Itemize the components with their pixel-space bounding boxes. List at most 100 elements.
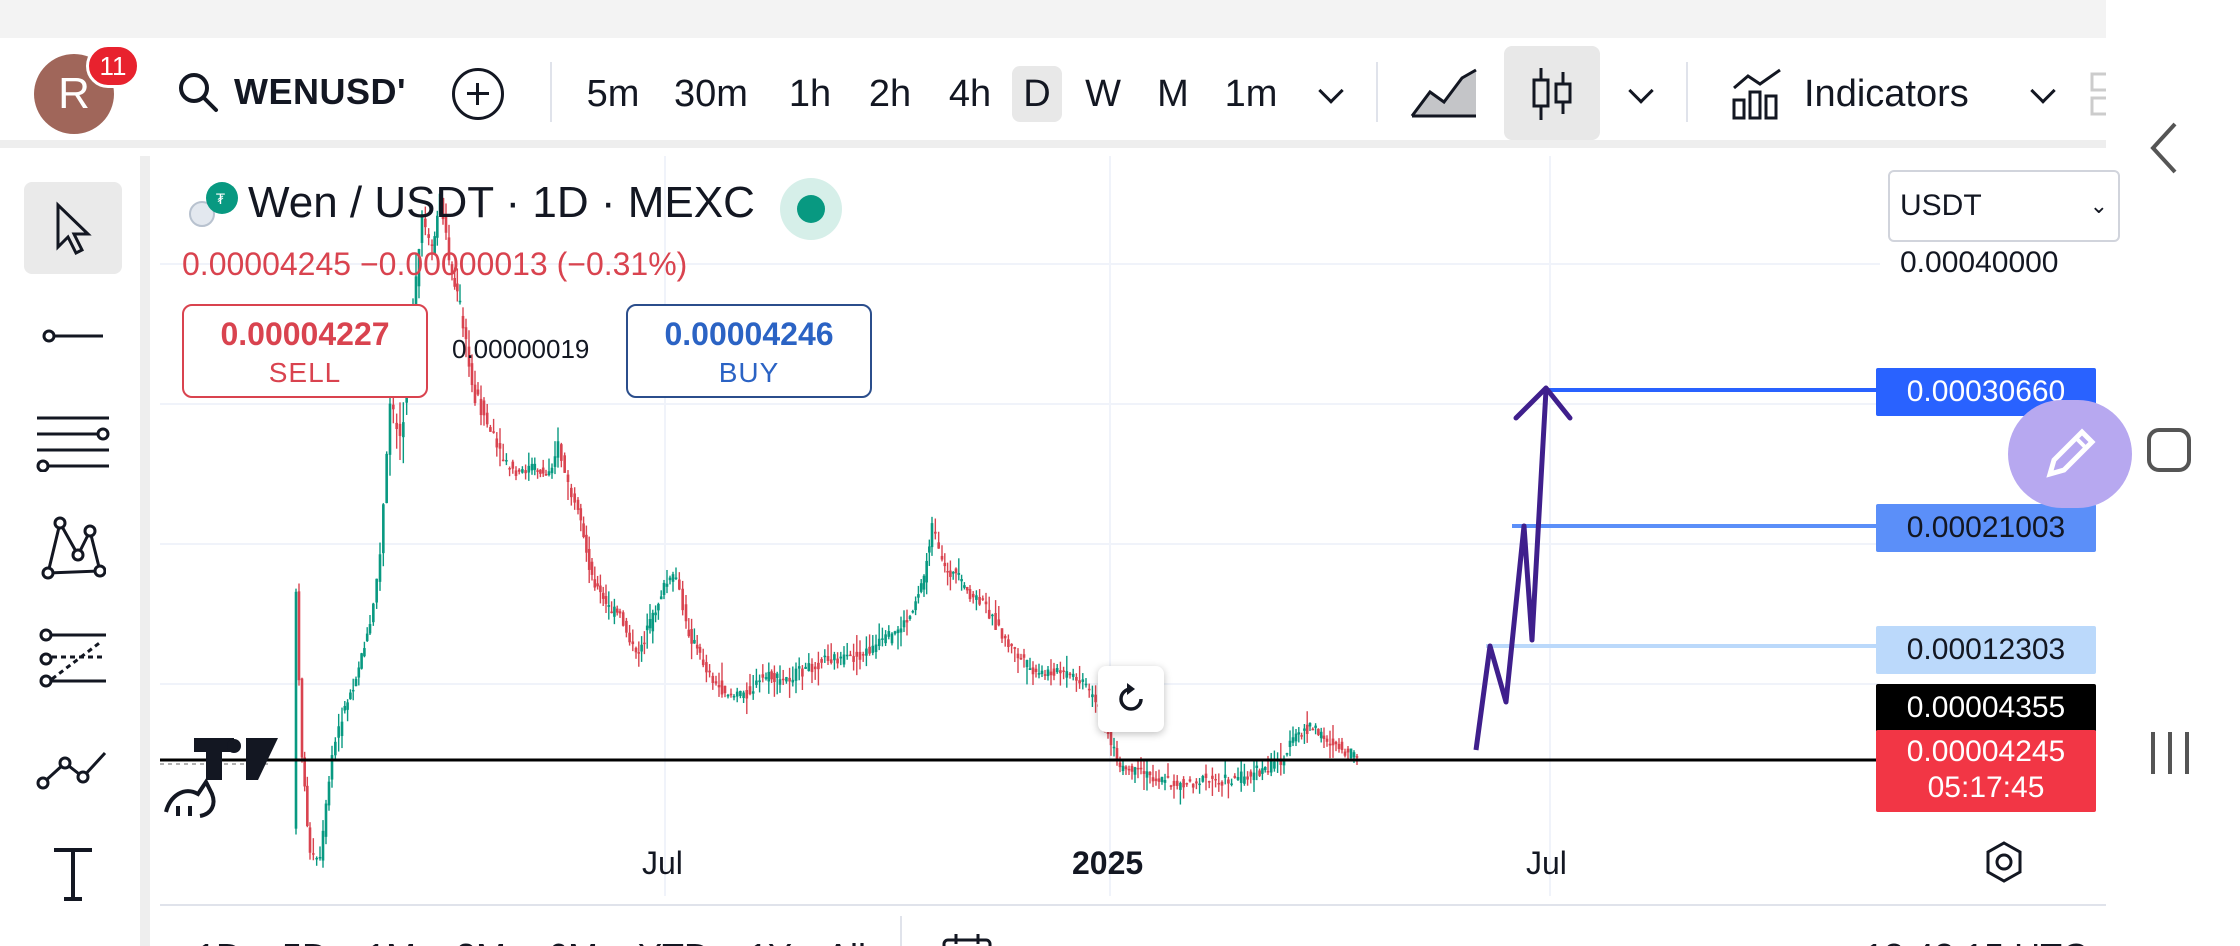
range-ytd[interactable]: YTD — [638, 936, 710, 946]
pattern-tool[interactable] — [24, 502, 122, 594]
interval-2h[interactable]: 2h — [868, 73, 912, 115]
candle-body — [456, 283, 459, 292]
candle-body — [447, 237, 451, 261]
candle-body — [414, 276, 418, 326]
candle-body — [1145, 771, 1149, 778]
back-icon[interactable] — [2145, 120, 2185, 176]
range-1y[interactable]: 1Y — [748, 936, 792, 946]
recents-icon[interactable] — [2145, 728, 2195, 778]
range-1m[interactable]: 1M — [366, 936, 416, 946]
fib-retracement-tool[interactable] — [24, 396, 122, 488]
candle-body — [1308, 722, 1312, 727]
candle-body — [1317, 728, 1320, 735]
candle-body — [991, 614, 994, 617]
candle-body — [829, 659, 833, 663]
price-label-last: 0.00004245 05:17:45 — [1876, 730, 2096, 812]
range-all[interactable]: All — [826, 936, 866, 946]
candle-body — [657, 603, 660, 611]
interval-1d[interactable]: D — [1012, 66, 1062, 122]
currency-select[interactable]: USDT ⌄ — [1888, 170, 2120, 242]
interval-1h[interactable]: 1h — [788, 73, 832, 115]
home-icon[interactable] — [2145, 426, 2193, 474]
candle-body — [917, 594, 920, 598]
search-icon — [179, 73, 218, 112]
candle-body — [1115, 748, 1119, 761]
candle-body — [717, 685, 721, 688]
candle-body — [1288, 740, 1292, 748]
cursor-tool[interactable] — [24, 182, 122, 274]
drawing-fab[interactable] — [2008, 400, 2132, 508]
candle-body — [1285, 753, 1289, 755]
symbol-legend-title[interactable]: Wen / USDT · 1D · MEXC — [248, 178, 755, 227]
candle-body — [975, 595, 978, 600]
candle-body — [582, 523, 585, 538]
candle-body — [1230, 783, 1233, 785]
area-chart-icon[interactable] — [1410, 66, 1480, 120]
fib-retracement-icon — [36, 416, 110, 472]
candle-body — [643, 642, 646, 645]
candle-body — [758, 680, 761, 683]
candle-body — [541, 467, 545, 474]
candle-body — [1243, 776, 1246, 784]
interval-4h[interactable]: 4h — [948, 73, 992, 115]
candle-body — [1269, 760, 1273, 773]
market-status[interactable] — [780, 178, 842, 240]
range-6m[interactable]: 6M — [548, 936, 598, 946]
candle-body — [1084, 683, 1088, 686]
reset-chart-button[interactable] — [1098, 666, 1164, 732]
range-1d[interactable]: 1D — [196, 936, 242, 946]
candle-body — [360, 653, 363, 669]
candle-body — [874, 644, 878, 653]
candle-body — [618, 611, 622, 614]
candle-body — [517, 469, 521, 472]
market-open-indicator — [797, 195, 825, 223]
price-label-support: 0.00004355 — [1876, 684, 2096, 732]
range-5d[interactable]: 5D — [282, 936, 328, 946]
candle-body — [954, 568, 958, 574]
price-chart[interactable] — [160, 156, 2106, 904]
interval-5m[interactable]: 5m — [586, 73, 640, 115]
candle-body — [1300, 735, 1303, 737]
candle-body — [681, 588, 684, 611]
candle-body — [1049, 671, 1053, 676]
interval-1m[interactable]: 1m — [1224, 73, 1278, 115]
candle-body — [1028, 668, 1032, 671]
candle-body — [949, 570, 952, 577]
indicators-button[interactable]: Indicators — [1730, 66, 1969, 122]
candle-body — [351, 689, 355, 692]
candle-body — [823, 655, 827, 658]
chart-settings-icon[interactable] — [1982, 840, 2026, 884]
candle-body — [1179, 782, 1182, 790]
candle-body — [556, 441, 560, 458]
trend-line-tool[interactable] — [24, 290, 122, 382]
candle-body — [1334, 741, 1338, 745]
layout-icon[interactable] — [2090, 72, 2106, 118]
candle-body — [312, 853, 315, 855]
candle-body — [1127, 768, 1131, 771]
interval-30m[interactable]: 30m — [674, 73, 748, 115]
candle-body — [842, 654, 846, 665]
candle-body — [1198, 783, 1201, 786]
candle-body — [723, 685, 727, 694]
candle-body — [997, 619, 1001, 626]
forecast-tool[interactable] — [24, 612, 122, 704]
buy-button[interactable]: 0.00004246 BUY — [626, 304, 872, 398]
text-tool[interactable] — [24, 828, 122, 920]
interval-1w[interactable]: W — [1085, 73, 1121, 115]
compare-symbol-button[interactable] — [452, 68, 504, 120]
candle-body — [899, 628, 903, 633]
sell-button[interactable]: 0.00004227 SELL — [182, 304, 428, 398]
candle-body — [884, 634, 887, 644]
candle-body — [1263, 766, 1267, 771]
candle-body — [1227, 779, 1230, 784]
range-3m[interactable]: 3M — [456, 936, 506, 946]
candles-chart-type-button[interactable] — [1504, 46, 1600, 140]
symbol-search[interactable]: WENUSD' — [176, 62, 406, 122]
path-tool[interactable] — [24, 722, 122, 814]
calendar-icon[interactable] — [940, 932, 994, 946]
candle-body — [1071, 673, 1075, 677]
interval-1mo[interactable]: M — [1157, 73, 1189, 115]
utc-clock[interactable]: 18:42:15 UTC — [1864, 936, 2088, 946]
candle-body — [530, 463, 534, 471]
chart-pane[interactable] — [160, 156, 2106, 904]
